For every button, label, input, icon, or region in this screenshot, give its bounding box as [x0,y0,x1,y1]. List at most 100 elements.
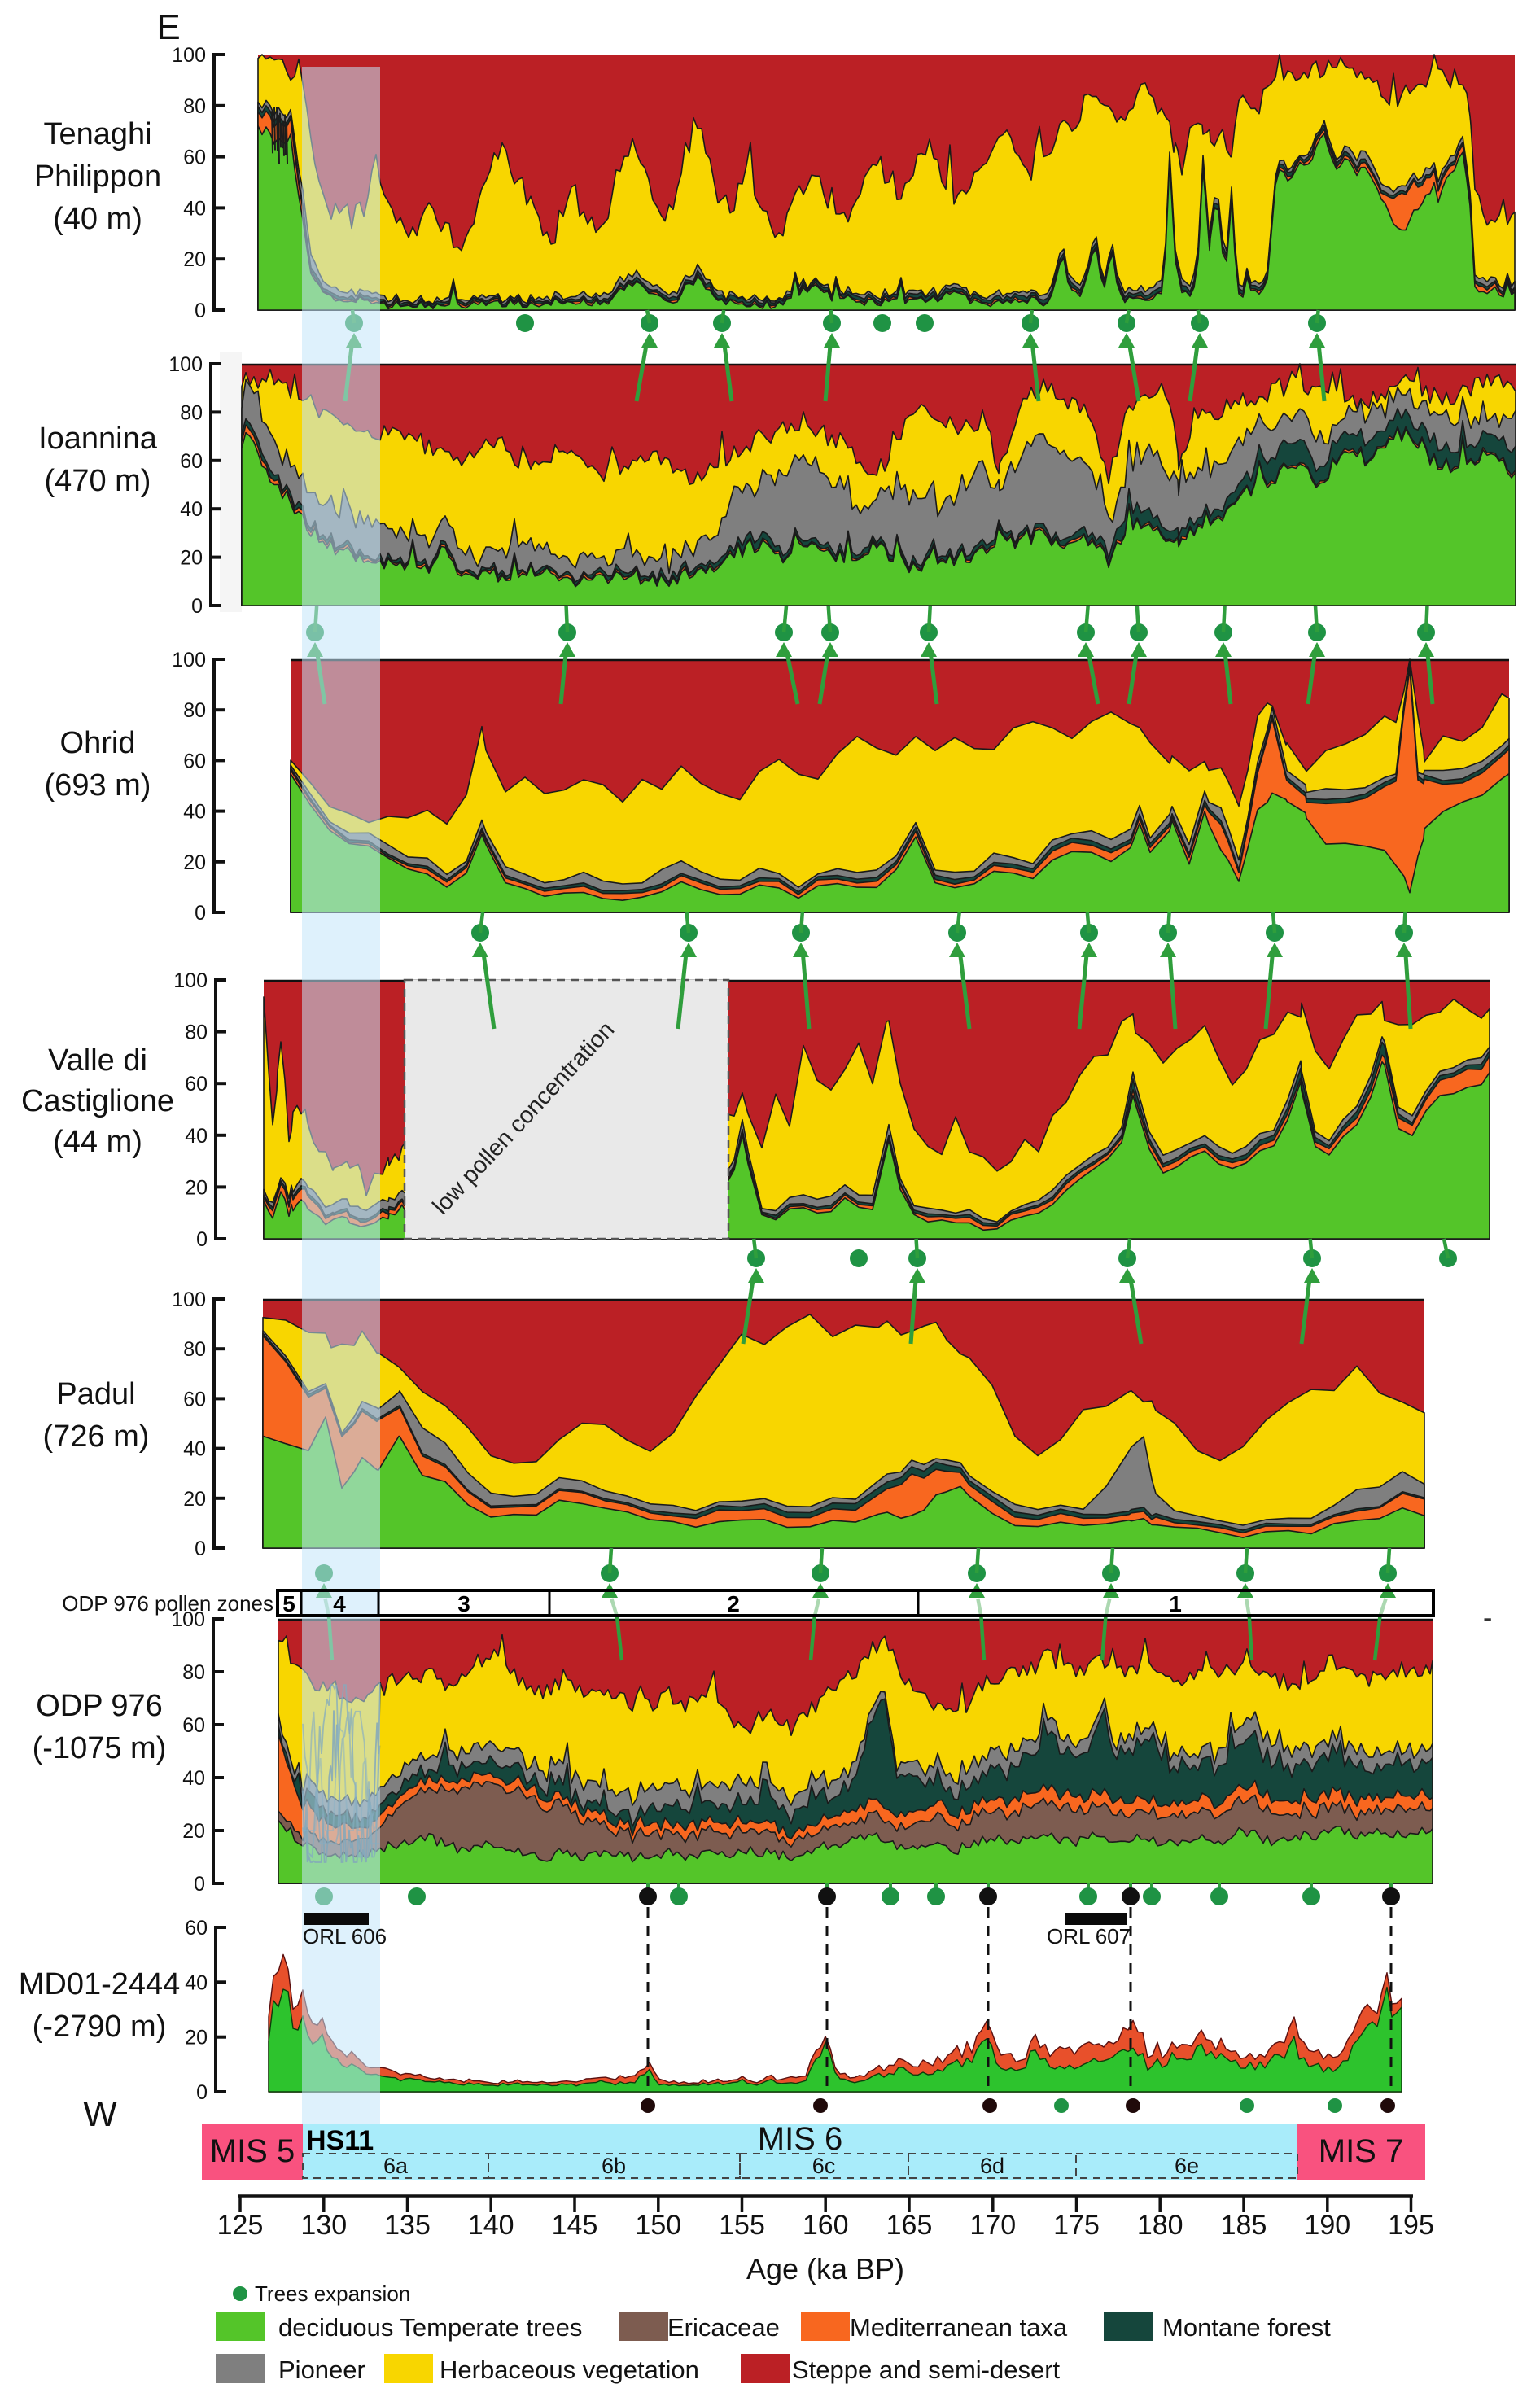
svg-text:0: 0 [195,1537,206,1560]
svg-text:Trees expansion: Trees expansion [255,2281,410,2306]
svg-text:140: 140 [468,2210,514,2241]
svg-text:Padul: Padul [56,1377,135,1411]
svg-text:6b: 6b [602,2154,626,2178]
svg-text:80: 80 [182,1661,205,1684]
svg-text:Age (ka BP): Age (ka BP) [746,2252,904,2285]
svg-text:0: 0 [195,902,206,925]
svg-text:20: 20 [183,851,206,874]
svg-text:6e: 6e [1175,2154,1199,2178]
svg-text:165: 165 [886,2210,933,2241]
svg-text:E: E [156,7,180,47]
svg-text:170: 170 [969,2210,1016,2241]
svg-text:60: 60 [183,750,206,772]
svg-text:HS11: HS11 [306,2125,374,2156]
svg-text:ORL 607: ORL 607 [1047,1924,1131,1949]
svg-text:40: 40 [185,1125,208,1148]
svg-text:40: 40 [182,1767,205,1790]
svg-text:0: 0 [195,300,206,322]
svg-text:20: 20 [185,1176,208,1199]
svg-text:180: 180 [1137,2210,1183,2241]
svg-text:100: 100 [172,44,206,67]
svg-text:MD01-2444: MD01-2444 [19,1967,181,2001]
svg-text:100: 100 [172,649,206,671]
svg-text:175: 175 [1053,2210,1100,2241]
svg-text:Ioannina: Ioannina [38,422,158,456]
svg-text:Ohrid: Ohrid [60,726,136,760]
svg-text:100: 100 [172,1288,206,1311]
svg-text:(40 m): (40 m) [53,202,142,236]
svg-text:60: 60 [185,1917,208,1940]
svg-text:125: 125 [217,2210,264,2241]
svg-text:60: 60 [185,1073,208,1096]
svg-text:135: 135 [384,2210,431,2241]
svg-text:155: 155 [719,2210,765,2241]
svg-text:MIS 6: MIS 6 [758,2121,842,2157]
svg-text:60: 60 [183,1388,206,1411]
svg-text:(-1075 m): (-1075 m) [33,1731,167,1765]
svg-text:0: 0 [194,1873,205,1896]
svg-text:40: 40 [183,801,206,824]
svg-text:6d: 6d [980,2154,1004,2178]
svg-text:ODP 976: ODP 976 [36,1689,163,1723]
svg-text:20: 20 [180,547,203,570]
svg-text:150: 150 [635,2210,681,2241]
svg-text:130: 130 [300,2210,347,2241]
svg-text:ODP 976 pollen zones: ODP 976 pollen zones [62,1591,273,1616]
svg-text:Philippon: Philippon [34,160,161,194]
svg-text:deciduous Temperate trees: deciduous Temperate trees [278,2313,582,2342]
svg-text:2: 2 [727,1591,740,1616]
svg-text:60: 60 [183,147,206,169]
svg-text:145: 145 [552,2210,598,2241]
svg-text:(-2790 m): (-2790 m) [33,2010,167,2044]
svg-text:40: 40 [183,197,206,220]
svg-text:-: - [1483,1603,1492,1634]
svg-text:ORL 606: ORL 606 [303,1924,387,1949]
svg-text:20: 20 [185,2027,208,2049]
svg-text:MIS 5: MIS 5 [210,2133,295,2169]
svg-text:40: 40 [183,1438,206,1461]
svg-text:1: 1 [1169,1591,1182,1616]
svg-text:Pioneer: Pioneer [278,2355,365,2384]
svg-text:100: 100 [168,353,203,376]
svg-text:W: W [83,2094,117,2134]
svg-text:(693 m): (693 m) [45,768,151,803]
svg-text:80: 80 [183,699,206,722]
svg-text:Ericaceae: Ericaceae [667,2313,780,2342]
svg-text:(44 m): (44 m) [53,1125,142,1159]
svg-text:40: 40 [185,1971,208,1994]
svg-text:(470 m): (470 m) [45,464,151,498]
svg-text:Valle di: Valle di [48,1043,147,1078]
svg-text:80: 80 [183,95,206,118]
svg-text:5: 5 [282,1591,295,1616]
svg-text:Mediterranean taxa: Mediterranean taxa [850,2313,1068,2342]
svg-text:100: 100 [173,969,208,992]
svg-text:80: 80 [180,401,203,424]
svg-text:0: 0 [191,595,203,618]
svg-text:MIS 7: MIS 7 [1319,2133,1403,2169]
svg-text:0: 0 [196,1228,208,1251]
svg-text:100: 100 [171,1608,205,1631]
svg-text:80: 80 [185,1021,208,1044]
svg-text:60: 60 [180,450,203,473]
svg-text:20: 20 [182,1820,205,1843]
svg-text:Montane forest: Montane forest [1162,2313,1331,2342]
svg-text:80: 80 [183,1338,206,1361]
svg-text:(726 m): (726 m) [43,1419,150,1454]
svg-text:3: 3 [457,1591,470,1616]
svg-text:Herbaceous vegetation: Herbaceous vegetation [440,2355,699,2384]
svg-text:6c: 6c [812,2154,836,2178]
svg-text:Tenaghi: Tenaghi [43,117,151,151]
svg-text:160: 160 [803,2210,849,2241]
svg-text:20: 20 [183,248,206,271]
svg-text:Steppe and semi-desert: Steppe and semi-desert [792,2355,1061,2384]
svg-text:6a: 6a [383,2154,409,2178]
svg-text:Castiglione: Castiglione [21,1084,174,1118]
svg-text:4: 4 [333,1591,346,1616]
svg-text:20: 20 [183,1488,206,1511]
svg-text:40: 40 [180,498,203,521]
svg-text:190: 190 [1304,2210,1350,2241]
svg-text:60: 60 [182,1714,205,1737]
svg-text:195: 195 [1388,2210,1434,2241]
svg-text:0: 0 [196,2081,208,2104]
svg-text:185: 185 [1221,2210,1267,2241]
